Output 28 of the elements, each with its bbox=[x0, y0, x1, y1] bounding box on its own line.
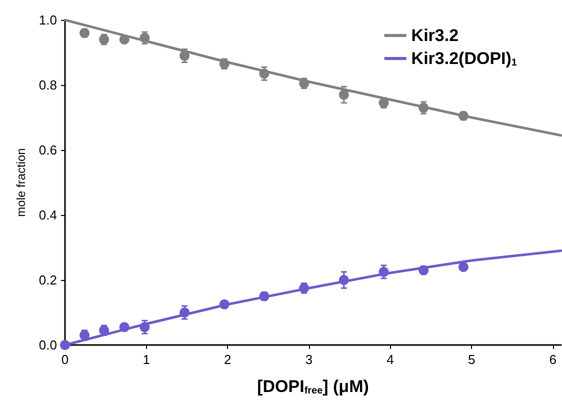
y-tick-label: 1.0 bbox=[38, 12, 57, 28]
point bbox=[378, 266, 389, 277]
point bbox=[119, 34, 130, 44]
point bbox=[180, 50, 190, 61]
point bbox=[180, 308, 190, 318]
y-tick-label: 0.0 bbox=[38, 338, 57, 352]
point bbox=[140, 322, 150, 332]
x-tick-label: 3 bbox=[305, 352, 313, 367]
point bbox=[60, 340, 70, 350]
line-series bbox=[64, 18, 562, 137]
point bbox=[338, 275, 349, 285]
x-tick-label: 5 bbox=[468, 352, 476, 367]
x-tick-label: 6 bbox=[549, 352, 556, 367]
legend-label: Kir3.2 bbox=[411, 26, 459, 45]
y-tick-label: 0.4 bbox=[38, 208, 57, 222]
x-tick-label: 4 bbox=[386, 352, 394, 367]
x-tick-label: 2 bbox=[224, 352, 232, 367]
y-tick-label: 0.2 bbox=[38, 272, 57, 288]
y-tick-label: 0.8 bbox=[38, 78, 57, 92]
point bbox=[219, 299, 230, 310]
point bbox=[338, 90, 349, 100]
point bbox=[458, 262, 468, 272]
y-tick-label: 0.6 bbox=[38, 142, 57, 158]
y-axis-title: mole fraction bbox=[14, 148, 28, 217]
x-tick-label: 1 bbox=[142, 352, 150, 367]
point bbox=[119, 322, 130, 332]
point bbox=[259, 68, 270, 79]
x-tick-label: 0 bbox=[61, 352, 69, 367]
